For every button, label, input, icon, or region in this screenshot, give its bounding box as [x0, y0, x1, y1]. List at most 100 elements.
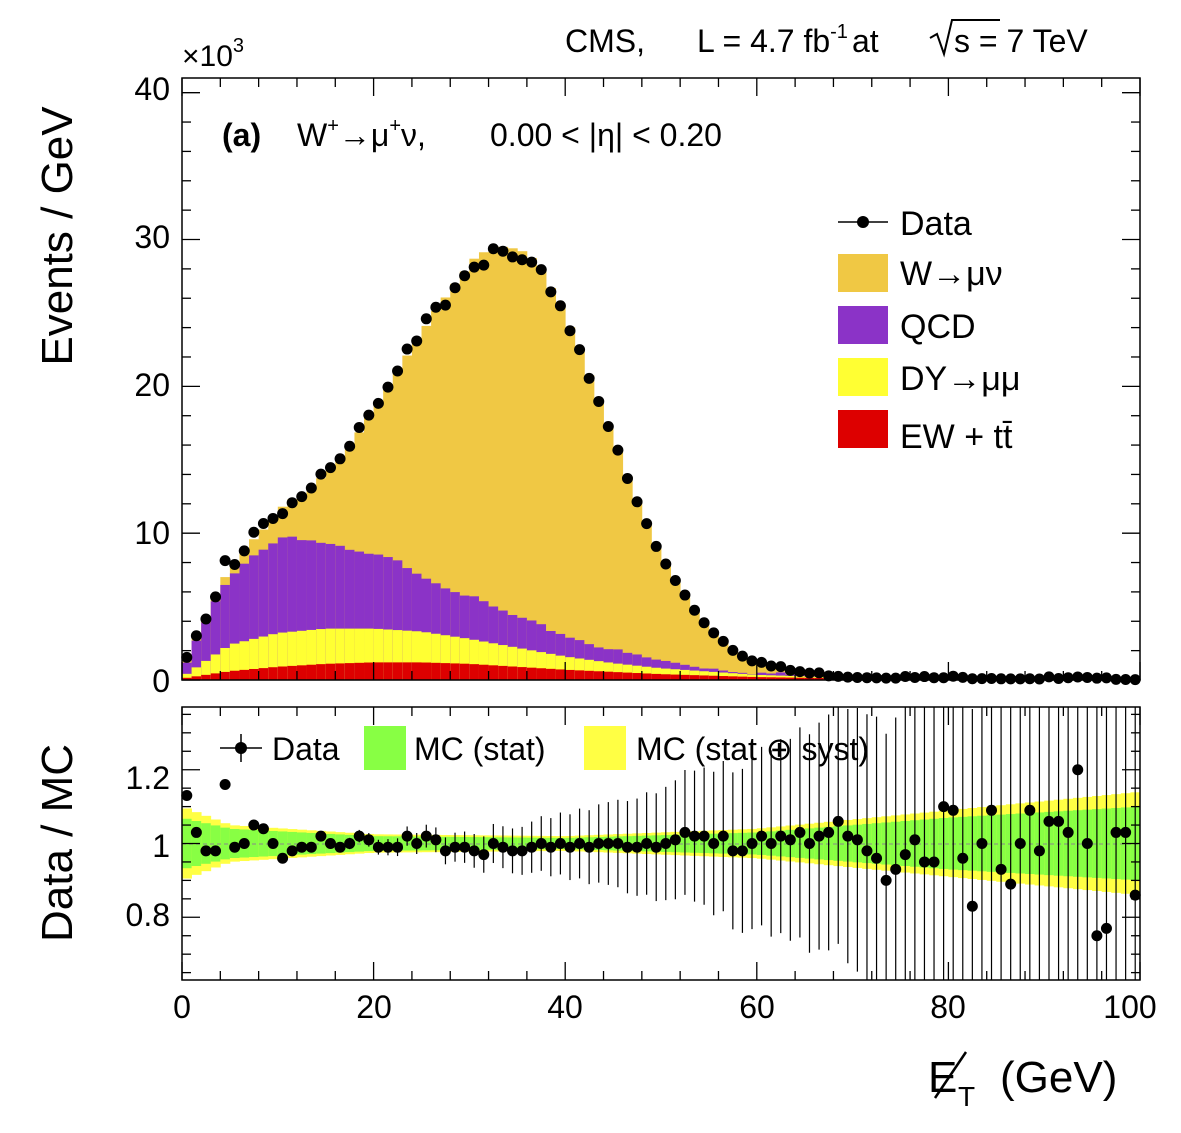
dy-bar — [498, 645, 509, 680]
ratio-data-point — [689, 830, 701, 842]
ratio-data-point — [880, 874, 892, 886]
ratio-data-point — [899, 849, 911, 861]
data-point — [1072, 671, 1084, 683]
dy-bar — [517, 648, 528, 680]
data-point — [679, 589, 691, 601]
ratio-data-point — [1110, 826, 1122, 838]
dy-bar — [565, 657, 576, 680]
data-point — [478, 259, 490, 271]
mc-stat-band — [258, 830, 269, 857]
data-point — [1091, 672, 1103, 684]
ew-bar — [546, 668, 557, 680]
ratio-data-point — [210, 845, 222, 857]
dy-bar — [507, 646, 518, 680]
ratio-data-point — [353, 830, 365, 842]
wmunu-bar — [680, 597, 691, 680]
dy-bar — [603, 662, 614, 680]
dy-bar — [402, 630, 413, 680]
energy-label: s = 7 TeV — [954, 23, 1088, 59]
dy-bar — [344, 628, 355, 680]
ratio-data-point — [1100, 922, 1112, 934]
wmunu-bar — [373, 400, 384, 680]
data-point — [871, 672, 883, 684]
qcd-bar — [459, 595, 470, 680]
ratio-data-point — [938, 801, 950, 813]
data-point — [612, 444, 624, 456]
qcd-bar — [210, 601, 221, 680]
ew-bar — [344, 663, 355, 680]
ratio-data-point — [248, 819, 260, 831]
ew-bar — [459, 663, 470, 680]
dy-bar — [220, 647, 231, 680]
ew-bar — [229, 670, 240, 680]
qcd-bar — [431, 583, 442, 680]
data-point — [430, 301, 442, 313]
ratio-data-point — [554, 838, 566, 849]
dy-bar — [383, 629, 394, 680]
ratio-data-point — [296, 841, 308, 853]
wmunu-bar — [517, 251, 528, 680]
ew-bar — [191, 676, 202, 680]
ew-bar — [699, 675, 710, 680]
qcd-bar — [450, 592, 461, 680]
ratio-data-point — [516, 845, 528, 857]
wmunu-bar — [756, 662, 767, 680]
ew-bar — [708, 675, 719, 680]
qcd-bar — [478, 601, 489, 680]
ratio-y-tick-label: 1 — [152, 828, 170, 864]
y-axis-title-main: Events / GeV — [33, 106, 82, 366]
ew-bar — [201, 674, 212, 680]
mc-stat-band — [316, 833, 327, 854]
qcd-bar — [316, 542, 327, 680]
data-point — [200, 613, 212, 625]
qcd-bar — [392, 560, 403, 680]
qcd-bar — [411, 573, 422, 680]
data-point — [1062, 672, 1074, 684]
ratio-legend: Data MC (stat) MC (stat ⊕ syst) — [220, 726, 869, 770]
ew-bar — [507, 666, 518, 680]
dy-bar — [469, 639, 480, 680]
ratio-data-point — [420, 830, 432, 842]
ratio-data-point — [382, 841, 394, 853]
ew-bar — [306, 664, 317, 680]
qcd-bar — [277, 537, 288, 680]
data-point — [507, 251, 519, 263]
qcd-bar — [364, 553, 374, 680]
data-point — [947, 670, 959, 682]
ew-bar — [785, 677, 796, 680]
ratio-data-point — [229, 841, 241, 853]
ratio-data-point — [238, 838, 250, 849]
ratio-data-point — [823, 826, 835, 838]
qcd-bar — [229, 573, 240, 680]
ew-bar — [210, 673, 221, 680]
ratio-data-point — [995, 863, 1007, 875]
ew-bar — [593, 671, 604, 680]
data-point — [784, 664, 796, 676]
ratio-data-point — [832, 815, 844, 827]
data-point — [736, 650, 748, 662]
wmunu-bar — [555, 305, 566, 680]
ew-bar — [661, 674, 671, 680]
data-point — [708, 627, 720, 639]
ratio-data-point — [602, 838, 614, 849]
ratio-y-tick-labels: 0.8 1 1.2 — [126, 760, 170, 933]
wmunu-bar — [708, 632, 719, 680]
ew-bar — [795, 677, 806, 680]
ew-bar — [478, 664, 489, 680]
ratio-legend-stat-swatch — [364, 726, 406, 770]
data-point — [813, 667, 825, 679]
ratio-data-point — [909, 834, 921, 846]
ew-bar — [775, 677, 786, 680]
dy-bar — [574, 658, 585, 680]
data-point — [717, 635, 729, 647]
ew-bar — [555, 669, 566, 680]
wmunu-bar — [651, 545, 662, 680]
main-legend: Data W→μν QCD DY→μμ EW + tt̄ — [838, 205, 1020, 456]
y-axis-title-ratio: Data / MC — [33, 744, 82, 942]
ew-bar — [277, 666, 288, 680]
dy-bar — [306, 629, 317, 680]
ratio-data-point — [324, 838, 336, 849]
data-point — [411, 335, 423, 347]
legend-ew-label: EW + tt̄ — [900, 418, 1013, 456]
y-tick-label: 20 — [134, 367, 170, 403]
